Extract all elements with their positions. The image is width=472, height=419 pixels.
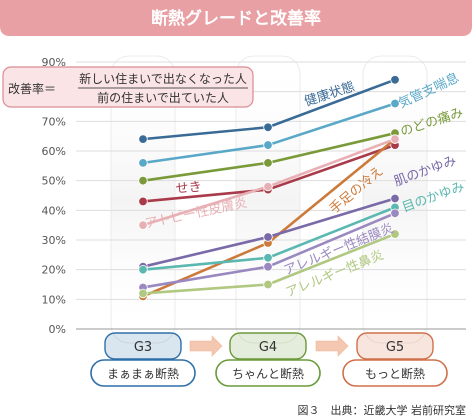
data-point xyxy=(138,175,148,186)
category-chip xyxy=(356,332,434,360)
y-tick-label: 20% xyxy=(42,264,66,277)
data-point xyxy=(263,253,273,263)
category-description-pill xyxy=(215,359,321,387)
category-description: まぁまぁ断熱 xyxy=(107,366,179,381)
formula-frame xyxy=(2,66,254,108)
formula-box: 改善率＝ 新しい住まいで出なくなった人 前の住まいで出ていた人 xyxy=(2,66,254,108)
data-point xyxy=(138,264,148,275)
formula-numerator: 新しい住まいで出なくなった人 xyxy=(79,71,247,86)
category-chip xyxy=(104,332,182,360)
x-tick-label: G4 xyxy=(259,340,277,355)
data-point xyxy=(390,98,400,109)
y-tick-label: 30% xyxy=(42,234,66,247)
arrow-icon xyxy=(315,335,349,357)
arrow-icon xyxy=(189,335,223,357)
category-description: もっと断熱 xyxy=(365,366,425,381)
data-point xyxy=(138,196,148,207)
y-tick-label: 60% xyxy=(42,145,66,158)
y-tick-label: 50% xyxy=(42,175,66,188)
title-bar xyxy=(0,0,472,36)
series-group xyxy=(138,75,400,302)
category-chip xyxy=(229,332,307,360)
category-description: ちゃんと断熱 xyxy=(232,366,304,381)
x-tick-label: G3 xyxy=(134,340,152,355)
x-axis-categories: G3 まぁまぁ断熱 G4 ちゃんと断熱 G5 もっと断熱 xyxy=(90,332,448,387)
data-point xyxy=(390,75,400,85)
formula-denominator: 前の住まいで出ていた人 xyxy=(97,90,229,105)
y-tick-label: 0% xyxy=(49,323,66,336)
data-point xyxy=(138,288,148,299)
x-tick-label: G5 xyxy=(386,340,404,355)
formula-lhs: 改善率＝ xyxy=(8,81,56,96)
data-point xyxy=(263,232,273,242)
data-point xyxy=(390,134,400,144)
y-axis-ticks: 0%10%20%30%40%50%60%70%80%90% xyxy=(42,56,66,336)
y-tick-label: 10% xyxy=(42,293,66,306)
data-point xyxy=(263,158,273,168)
data-point xyxy=(263,122,273,132)
data-point xyxy=(138,220,148,230)
series-label: せき xyxy=(175,180,202,197)
data-point xyxy=(263,279,273,290)
data-point xyxy=(263,262,273,272)
data-point xyxy=(390,193,400,204)
category-description-pill xyxy=(90,359,196,387)
data-point xyxy=(263,140,273,150)
source-caption: 図３ 出典：近畿大学 岩前研究室 xyxy=(298,403,467,417)
data-point xyxy=(390,208,400,219)
data-point xyxy=(138,158,148,168)
data-point xyxy=(390,229,400,239)
chart-title: 断熱グレードと改善率 xyxy=(151,8,321,29)
data-point xyxy=(263,181,273,192)
category-description-pill xyxy=(342,359,448,387)
y-tick-label: 90% xyxy=(42,56,66,69)
data-point xyxy=(138,134,148,144)
y-tick-label: 40% xyxy=(42,204,66,217)
y-tick-label: 70% xyxy=(42,115,66,128)
